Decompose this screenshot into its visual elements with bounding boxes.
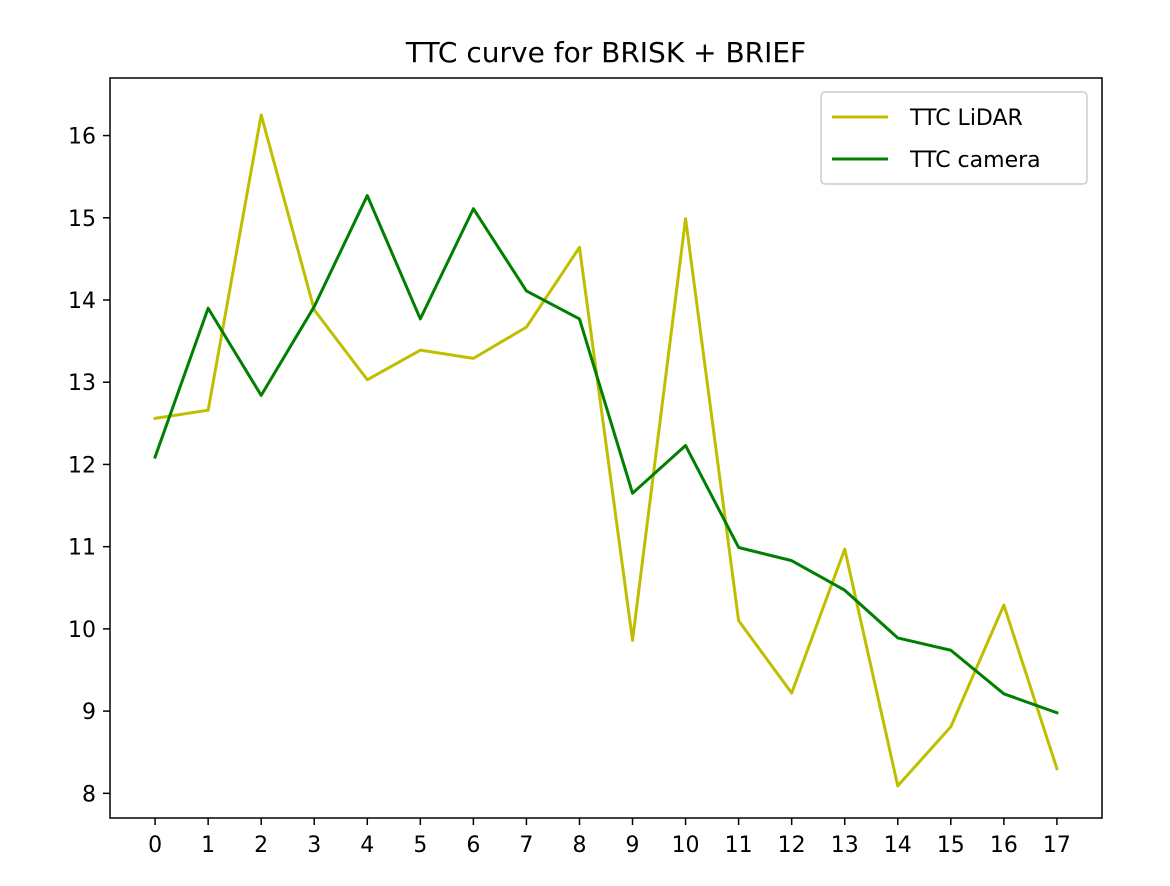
x-tick-label: 16 bbox=[990, 833, 1018, 858]
legend: TTC LiDAR TTC camera bbox=[820, 91, 1088, 185]
x-tick-label: 8 bbox=[572, 833, 586, 858]
x-tick-label: 1 bbox=[201, 833, 215, 858]
y-tick-label: 9 bbox=[82, 700, 96, 725]
y-axis-ticks: 8 9 10 11 12 13 14 15 16 bbox=[68, 125, 110, 807]
x-tick-label: 11 bbox=[725, 833, 753, 858]
x-tick-label: 15 bbox=[937, 833, 965, 858]
x-tick-label: 17 bbox=[1043, 833, 1071, 858]
y-tick-label: 11 bbox=[68, 536, 96, 561]
x-tick-label: 10 bbox=[672, 833, 700, 858]
x-tick-label: 3 bbox=[307, 833, 321, 858]
x-tick-label: 12 bbox=[778, 833, 806, 858]
series-line-1 bbox=[153, 194, 1059, 715]
y-tick-label: 12 bbox=[68, 453, 96, 478]
y-tick-label: 15 bbox=[68, 207, 96, 232]
x-tick-label: 14 bbox=[884, 833, 912, 858]
plot-frame bbox=[109, 77, 1103, 819]
series-line-0 bbox=[153, 113, 1059, 788]
x-tick-label: 5 bbox=[413, 833, 427, 858]
x-tick-label: 2 bbox=[254, 833, 268, 858]
x-tick-label: 6 bbox=[466, 833, 480, 858]
y-tick-label: 8 bbox=[82, 782, 96, 807]
y-tick-label: 13 bbox=[68, 371, 96, 396]
x-tick-label: 7 bbox=[519, 833, 533, 858]
chart-title: TTC curve for BRISK + BRIEF bbox=[405, 36, 806, 69]
x-tick-label: 9 bbox=[626, 833, 640, 858]
x-tick-label: 13 bbox=[831, 833, 859, 858]
legend-label-1: TTC camera bbox=[909, 148, 1041, 173]
legend-label-0: TTC LiDAR bbox=[909, 106, 1023, 131]
x-axis-ticks: 0 1 2 3 4 5 6 7 8 9 10 11 12 13 14 15 16 17 bbox=[148, 818, 1071, 858]
y-tick-label: 16 bbox=[68, 125, 96, 150]
legend-box bbox=[820, 91, 1088, 185]
y-tick-label: 10 bbox=[68, 618, 96, 643]
x-tick-label: 4 bbox=[360, 833, 374, 858]
x-tick-label: 0 bbox=[148, 833, 162, 858]
y-tick-label: 14 bbox=[68, 289, 96, 314]
plot-lines bbox=[153, 113, 1059, 788]
